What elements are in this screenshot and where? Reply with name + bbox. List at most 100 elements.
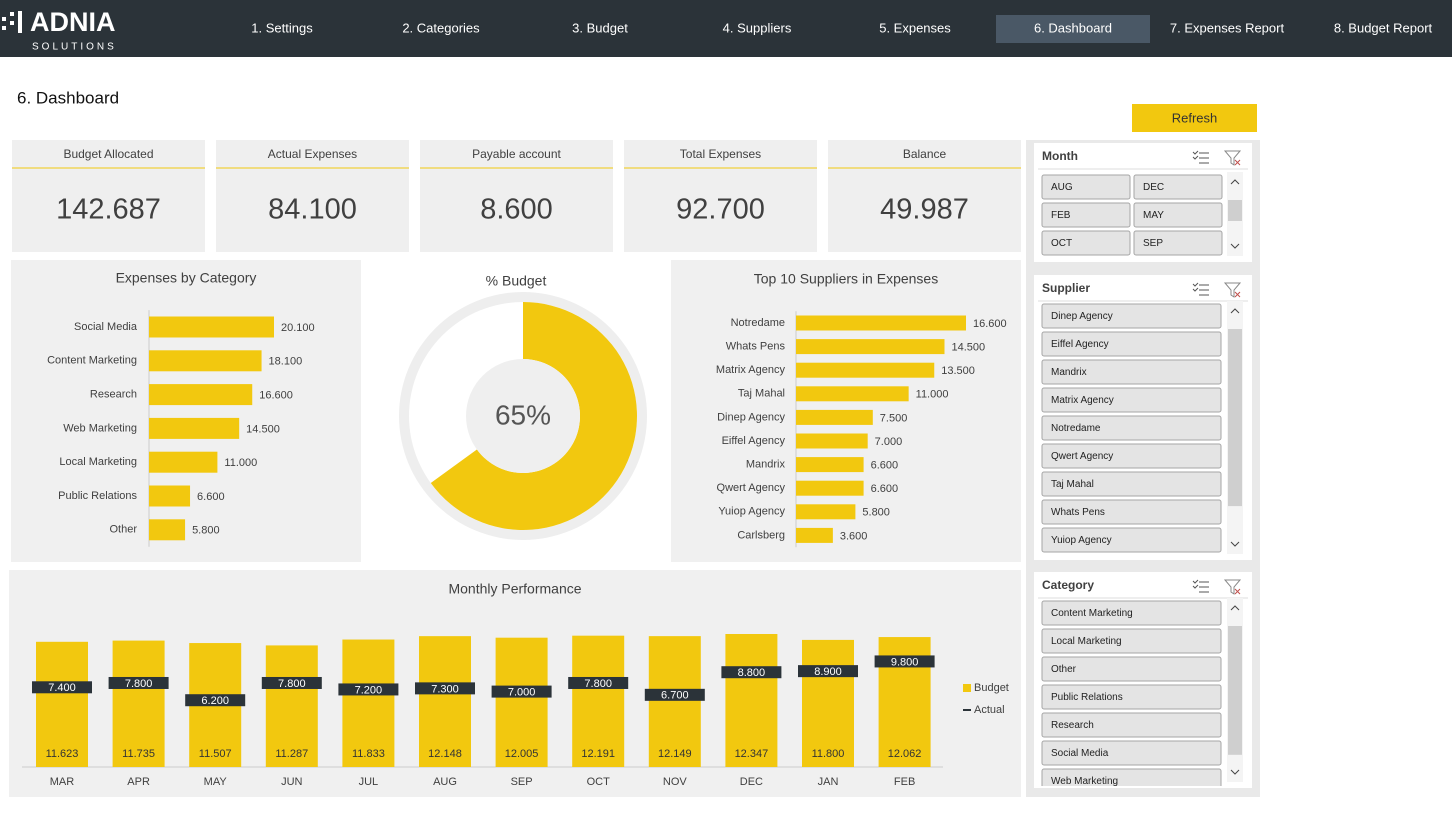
- slicer-item-label[interactable]: Qwert Agency: [1051, 451, 1113, 462]
- slicer-item-label[interactable]: Taj Mahal: [1051, 479, 1094, 490]
- slicer-item-label[interactable]: AUG: [1051, 182, 1073, 193]
- slicer-item-label[interactable]: DEC: [1143, 182, 1164, 193]
- bar: [796, 504, 856, 520]
- nav-item[interactable]: 5. Expenses: [879, 20, 951, 35]
- bar: [796, 409, 873, 425]
- slicer-item[interactable]: [1041, 471, 1222, 497]
- slicer-item-label[interactable]: Yuiop Agency: [1051, 535, 1112, 546]
- slicer-item[interactable]: [1041, 387, 1222, 413]
- logo-mark: [2, 26, 6, 30]
- nav-item[interactable]: 3. Budget: [572, 20, 628, 35]
- value-label: 12.062: [888, 748, 922, 760]
- nav-item[interactable]: 2. Categories: [402, 20, 480, 35]
- value-label: 11.000: [224, 457, 257, 469]
- slicer-item-label[interactable]: Dinep Agency: [1051, 311, 1113, 322]
- slicer-item[interactable]: [1041, 768, 1222, 793]
- slicer-item[interactable]: [1041, 684, 1222, 710]
- actual-marker: [798, 665, 858, 678]
- slicer-item-label[interactable]: Local Marketing: [1051, 636, 1122, 647]
- slicer-item[interactable]: [1041, 527, 1222, 553]
- donut-hole: [466, 359, 580, 473]
- slicer-item-label[interactable]: Content Marketing: [1051, 608, 1133, 619]
- value-label: 11.623: [46, 748, 79, 760]
- slicer-item-label[interactable]: Eiffel Agency: [1051, 339, 1109, 350]
- slicer-item[interactable]: [1041, 303, 1222, 329]
- slicer-item-label[interactable]: Whats Pens: [1051, 507, 1105, 518]
- slicer-item-label[interactable]: FEB: [1051, 210, 1071, 221]
- slicer-item-label[interactable]: MAY: [1143, 210, 1164, 221]
- nav-item[interactable]: 4. Suppliers: [723, 20, 792, 35]
- kpi-value: 92.700: [676, 194, 765, 226]
- scroll-down[interactable]: [1230, 541, 1240, 547]
- clear-filter-icon[interactable]: [1234, 291, 1241, 298]
- slicer-item[interactable]: [1041, 331, 1222, 357]
- chart-title: Top 10 Suppliers in Expenses: [754, 271, 938, 287]
- refresh-label[interactable]: Refresh: [1172, 110, 1218, 125]
- logo-mark: [10, 21, 14, 25]
- slicer-item[interactable]: [1133, 174, 1223, 200]
- value-label: 11.287: [275, 748, 308, 760]
- value-label: 5.800: [862, 507, 890, 519]
- slicer-item[interactable]: [1041, 230, 1131, 256]
- kpi-card: [12, 140, 205, 252]
- scroll-down[interactable]: [1230, 769, 1240, 775]
- clear-filter-icon[interactable]: [1234, 588, 1241, 595]
- chart-title: Monthly Performance: [448, 581, 581, 597]
- slicer-item-label[interactable]: OCT: [1051, 238, 1072, 249]
- slicer-item[interactable]: [1041, 628, 1222, 654]
- clear-filter-icon[interactable]: [1223, 579, 1242, 595]
- slicer-item[interactable]: [1133, 230, 1223, 256]
- kpi-card: [216, 140, 409, 252]
- slicer-item[interactable]: [1041, 712, 1222, 738]
- slicer-item[interactable]: [1041, 600, 1222, 626]
- actual-marker: [261, 676, 322, 689]
- slicer-item[interactable]: [1041, 443, 1222, 469]
- value-label: 7.000: [875, 436, 903, 448]
- clear-filter-icon[interactable]: [1223, 150, 1242, 166]
- slicer-item-label[interactable]: Notredame: [1051, 423, 1101, 434]
- clear-filter-icon[interactable]: [1223, 282, 1242, 298]
- scroll-up[interactable]: [1230, 308, 1240, 314]
- nav-item[interactable]: 6. Dashboard: [1034, 20, 1112, 35]
- slicer-item-label[interactable]: Other: [1051, 664, 1077, 675]
- scroll-up[interactable]: [1230, 179, 1240, 185]
- value-label: 6.600: [871, 460, 899, 472]
- nav-item[interactable]: 7. Expenses Report: [1170, 20, 1285, 35]
- scroll-up[interactable]: [1230, 605, 1240, 611]
- bar: [796, 480, 864, 496]
- refresh-button[interactable]: [1132, 104, 1257, 132]
- slicer-item-label[interactable]: Mandrix: [1051, 367, 1087, 378]
- slicer-item-label[interactable]: Social Media: [1051, 748, 1109, 759]
- nav-item[interactable]: 8. Budget Report: [1334, 20, 1433, 35]
- slicer-item[interactable]: [1041, 202, 1131, 228]
- value-label: 7.200: [355, 684, 383, 696]
- category-label: Qwert Agency: [717, 482, 786, 494]
- slicer-item-label[interactable]: Research: [1051, 720, 1094, 731]
- slicer-item[interactable]: [1133, 202, 1223, 228]
- actual-marker: [491, 685, 552, 698]
- multiselect-icon[interactable]: [1192, 282, 1199, 292]
- slicer-item[interactable]: [1041, 359, 1222, 385]
- slicer-item[interactable]: [1041, 656, 1222, 682]
- slicer-item[interactable]: [1041, 415, 1222, 441]
- scrollbar-thumb[interactable]: [1228, 329, 1242, 507]
- multiselect-icon[interactable]: [1192, 579, 1199, 589]
- scrollbar-thumb[interactable]: [1228, 626, 1242, 755]
- category-label: Notredame: [731, 317, 785, 329]
- x-tick-label: JUL: [359, 776, 379, 788]
- actual-marker: [185, 694, 246, 707]
- multiselect-icon[interactable]: [1192, 150, 1199, 160]
- slicer-item-label[interactable]: Public Relations: [1051, 692, 1123, 703]
- value-label: 12.347: [735, 748, 769, 760]
- slicer-item[interactable]: [1041, 740, 1222, 766]
- slicer-item-label[interactable]: SEP: [1143, 238, 1163, 249]
- slicer-item-label[interactable]: Matrix Agency: [1051, 395, 1114, 406]
- slicer-item-label[interactable]: Web Marketing: [1051, 776, 1118, 787]
- nav-item[interactable]: 1. Settings: [251, 20, 313, 35]
- scrollbar-thumb[interactable]: [1228, 200, 1242, 221]
- scroll-down[interactable]: [1230, 243, 1240, 249]
- slicer-item[interactable]: [1041, 174, 1131, 200]
- slicer-item[interactable]: [1041, 499, 1222, 525]
- value-label: 8.800: [738, 667, 766, 679]
- clear-filter-icon[interactable]: [1234, 159, 1241, 166]
